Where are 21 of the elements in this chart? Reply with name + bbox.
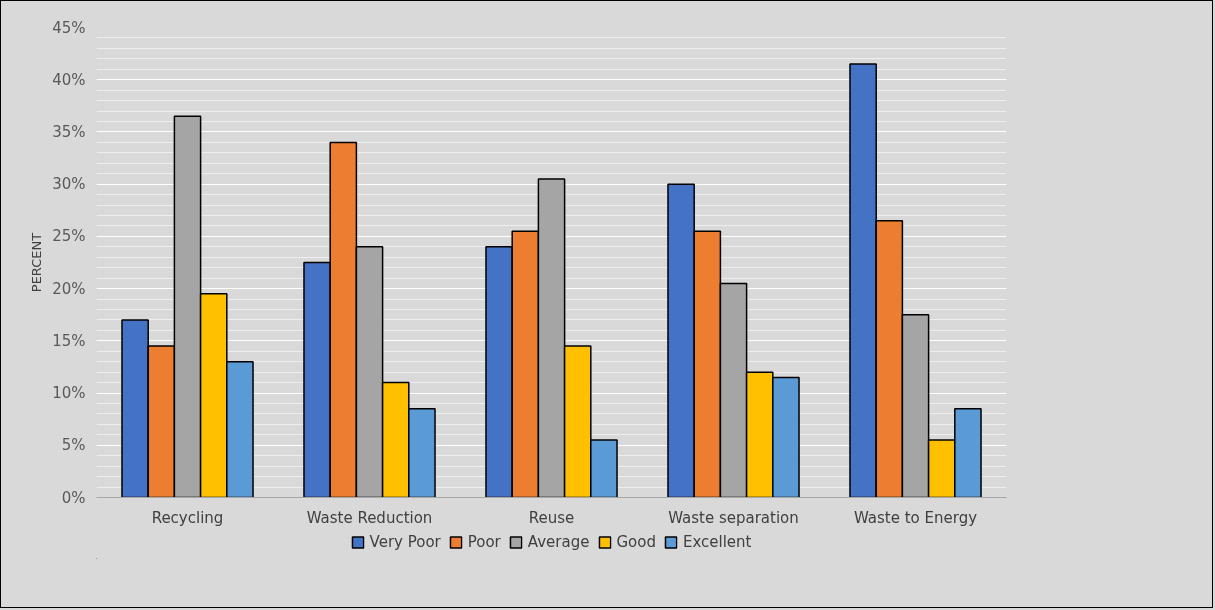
legend-label: Very Poor [369,533,441,551]
y-tick-label: 20% [52,279,86,298]
y-tick-label: 15% [52,331,86,350]
x-tick-label: Waste Reduction [306,508,433,527]
y-tick-label: 5% [61,436,86,455]
y-tick-label: 0% [61,488,86,507]
y-tick-label: 35% [52,122,86,141]
y-tick-label: 10% [52,384,86,403]
x-tick-label: Waste to Energy [853,508,978,527]
y-axis-title: PERCENT [29,232,45,293]
legend-label: Poor [467,533,501,551]
y-tick-label: 30% [52,175,86,194]
x-tick-label: Recycling [151,508,224,527]
y-tick-label: 25% [52,227,86,246]
x-tick-label: Waste separation [668,508,799,527]
y-tick-label: 40% [52,70,86,89]
y-tick-label: 45% [52,18,86,37]
x-tick-label: Reuse [528,508,575,527]
legend-label: Excellent [682,533,752,551]
legend-label: Good [616,533,656,551]
legend-label: Average [527,533,590,551]
